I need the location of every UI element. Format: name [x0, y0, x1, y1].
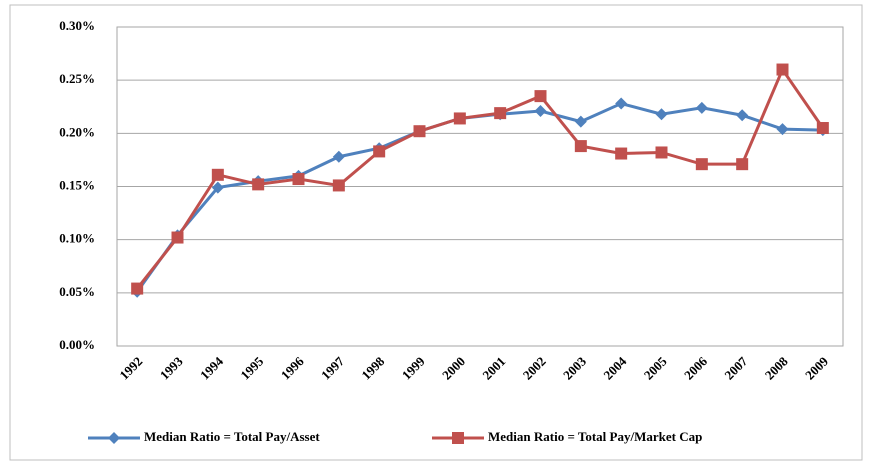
marker [776, 123, 789, 136]
y-tick-label: 0.10% [59, 231, 95, 246]
marker [615, 97, 628, 110]
marker [452, 432, 464, 444]
marker [736, 158, 749, 171]
y-tick-label: 0.30% [59, 18, 95, 33]
marker [131, 282, 144, 295]
marker [252, 178, 265, 191]
marker [453, 112, 466, 125]
series-line [135, 66, 825, 290]
marker [534, 105, 547, 118]
marker [332, 179, 345, 192]
marker [211, 168, 224, 181]
marker [292, 173, 305, 186]
marker [171, 231, 184, 244]
marker [695, 101, 708, 114]
marker [816, 122, 829, 135]
marker [574, 140, 587, 153]
marker [413, 125, 426, 138]
legend-label: Median Ratio = Total Pay/Asset [144, 429, 320, 444]
marker [615, 147, 628, 160]
y-tick-label: 0.05% [59, 284, 95, 299]
marker [373, 145, 386, 158]
marker [655, 146, 668, 159]
marker [574, 115, 587, 128]
chart-border [9, 4, 863, 461]
marker [695, 158, 708, 171]
marker [736, 109, 749, 122]
marker [494, 107, 507, 120]
marker [108, 432, 120, 444]
marker [211, 181, 224, 194]
legend-label: Median Ratio = Total Pay/Market Cap [488, 429, 702, 444]
y-tick-label: 0.25% [59, 71, 95, 86]
y-tick-label: 0.20% [59, 124, 95, 139]
marker [776, 63, 789, 76]
marker [332, 150, 345, 163]
y-tick-label: 0.15% [59, 177, 95, 192]
marker [655, 108, 668, 121]
y-tick-label: 0.00% [59, 337, 95, 352]
marker [534, 90, 547, 103]
